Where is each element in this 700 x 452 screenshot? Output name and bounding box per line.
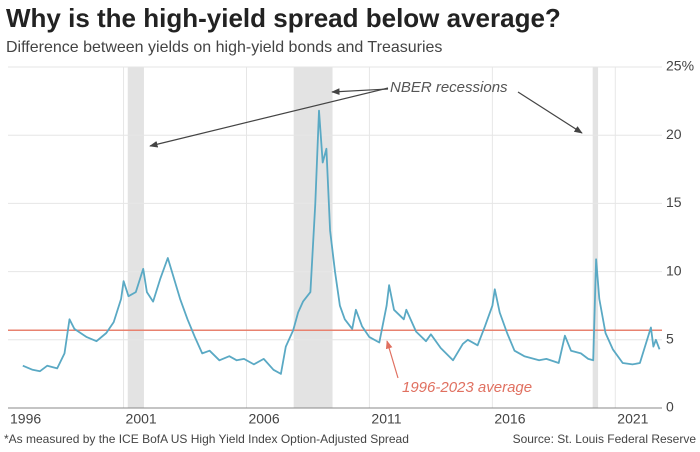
y-tick-label: 10 xyxy=(666,262,682,278)
y-tick-label: 5 xyxy=(666,331,674,347)
average-annotation: 1996-2023 average xyxy=(402,379,532,396)
recession-band xyxy=(127,67,144,408)
footnote: *As measured by the ICE BofA US High Yie… xyxy=(4,432,409,446)
x-tick-label: 2011 xyxy=(371,411,401,427)
y-tick-label: 15 xyxy=(666,194,682,210)
y-tick-label: 0 xyxy=(666,399,674,415)
x-tick-label: 1996 xyxy=(10,411,41,427)
x-tick-label: 2021 xyxy=(617,411,648,427)
annotation-arrow xyxy=(149,87,389,148)
y-tick-label: 20 xyxy=(666,126,682,142)
source: Source: St. Louis Federal Reserve xyxy=(513,432,697,446)
recession-annotation: NBER recessions xyxy=(390,79,508,96)
spread-line xyxy=(22,109,661,375)
recession-band xyxy=(592,67,599,408)
annotation-arrow xyxy=(331,88,389,95)
chart-title: Why is the high-yield spread below avera… xyxy=(6,3,561,33)
x-tick-label: 2016 xyxy=(494,411,525,427)
y-tick-label: 25% xyxy=(666,58,694,74)
plot-area: 0 5 10 15 20 25% 1996 2001 2006 2011 2016 2021 xyxy=(8,58,694,427)
annotation-arrow xyxy=(385,340,399,379)
chart-subtitle: Difference between yields on high-yield … xyxy=(6,39,442,56)
annotation-arrow xyxy=(517,91,583,134)
x-tick-label: 2001 xyxy=(126,411,157,427)
x-tick-label: 2006 xyxy=(248,411,279,427)
